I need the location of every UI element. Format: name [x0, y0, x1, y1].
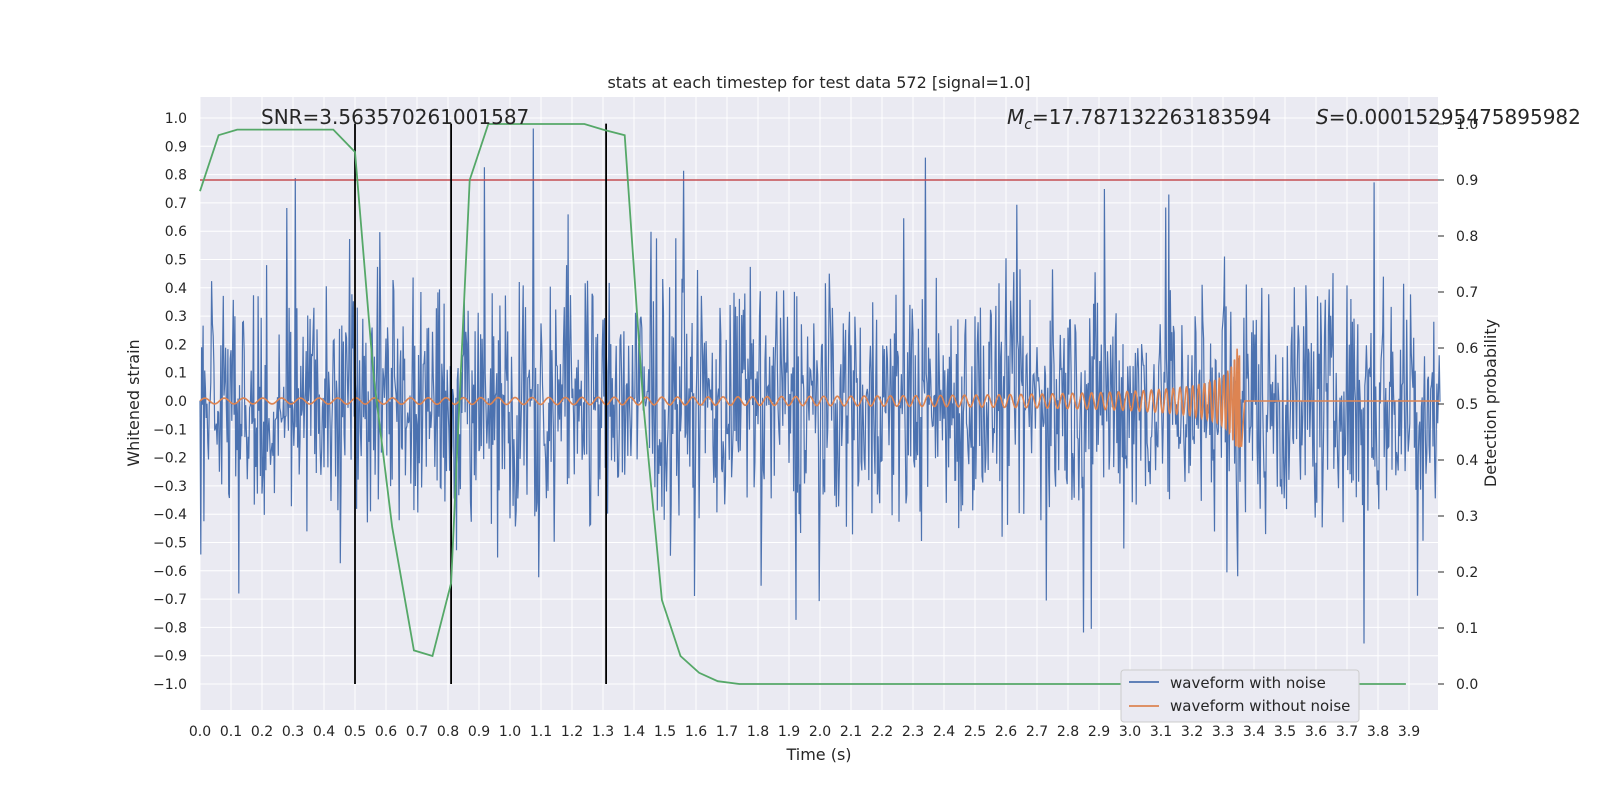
x-tick-label: 3.8: [1367, 724, 1389, 740]
x-tick-label: 2.1: [840, 724, 862, 740]
x-tick-label: 0.2: [251, 724, 273, 740]
x-tick-label: 3.3: [1212, 724, 1234, 740]
x-tick-label: 3.2: [1181, 724, 1203, 740]
x-tick-label: 1.9: [778, 724, 800, 740]
y-tick-label: 0.0: [165, 394, 187, 410]
y-right-tick-label: 0.5: [1456, 397, 1478, 413]
x-tick-label: 2.7: [1026, 724, 1048, 740]
chirp-mass-annotation: Mc=17.787132263183594: [1007, 105, 1271, 133]
x-tick-label: 2.9: [1088, 724, 1110, 740]
y-tick-label: 0.8: [165, 168, 187, 184]
x-tick-label: 3.4: [1243, 724, 1265, 740]
x-tick-labels: 0.0 0.1 0.2 0.3 0.4 0.5 0.6 0.7 0.8 0.9 1.0 1.1 1.2 1…: [189, 724, 1420, 740]
y-tick-label: 0.7: [165, 196, 187, 212]
s-annotation: S=0.00015295475895982: [1316, 105, 1581, 129]
y-tick-label: 0.6: [165, 224, 187, 240]
y-tick-label: −0.9: [153, 649, 187, 665]
y-right-tick-label: 0.6: [1456, 341, 1478, 357]
x-tick-label: 2.5: [964, 724, 986, 740]
x-tick-label: 0.5: [344, 724, 366, 740]
snr-annotation: SNR=3.563570261001587: [261, 105, 529, 129]
waveform-without-noise-line: [199, 348, 1440, 449]
x-tick-label: 3.6: [1305, 724, 1327, 740]
s-value: =0.00015295475895982: [1329, 105, 1581, 129]
x-tick-label: 1.7: [716, 724, 738, 740]
x-tick-label: 3.9: [1398, 724, 1420, 740]
x-tick-label: 1.6: [685, 724, 707, 740]
x-tick-label: 2.2: [871, 724, 893, 740]
x-tick-label: 2.6: [995, 724, 1017, 740]
y-tick-label: 0.9: [165, 139, 187, 155]
chirp-mass-symbol: M: [1007, 105, 1024, 129]
legend-label-noise: waveform with noise: [1170, 674, 1326, 692]
legend-box: [1120, 669, 1360, 723]
x-tick-label: 2.4: [933, 724, 955, 740]
y-tick-label: −0.2: [153, 451, 187, 467]
legend-label-clean: waveform without noise: [1170, 697, 1350, 715]
y-right-tick-label: 0.0: [1456, 677, 1478, 693]
y-right-tick-label: 0.2: [1456, 565, 1478, 581]
y-tick-label: 0.3: [165, 309, 187, 325]
s-symbol: S: [1316, 105, 1329, 129]
y-right-tick-label: 0.4: [1456, 453, 1478, 469]
y-tick-label: 0.2: [165, 337, 187, 353]
x-tick-label: 0.8: [437, 724, 459, 740]
x-tick-label: 1.8: [747, 724, 769, 740]
y-tick-labels: 1.0 0.9 0.8 0.7 0.6 0.5 0.4 0.3 0.2 0.1 0.0 −0.1 −0.…: [153, 111, 187, 693]
x-tick-label: 3.7: [1336, 724, 1358, 740]
x-tick-label: 2.8: [1057, 724, 1079, 740]
x-tick-label: 1.4: [623, 724, 645, 740]
y-tick-label: 0.4: [165, 281, 187, 297]
x-tick-label: 1.1: [530, 724, 552, 740]
y-right-tick-label: 0.8: [1456, 229, 1478, 245]
x-tick-label: 3.0: [1119, 724, 1141, 740]
chirp-mass-value: =17.787132263183594: [1032, 105, 1271, 129]
x-tick-label: 0.6: [375, 724, 397, 740]
y-right-tick-label: 0.9: [1456, 173, 1478, 189]
x-tick-label: 0.9: [468, 724, 490, 740]
x-tick-label: 3.5: [1274, 724, 1296, 740]
series-waveform-without-noise: [199, 348, 1440, 449]
x-tick-label: 0.1: [220, 724, 242, 740]
x-tick-label: 2.3: [902, 724, 924, 740]
x-tick-label: 3.1: [1150, 724, 1172, 740]
y-right-tick-label: 0.3: [1456, 509, 1478, 525]
chirp-mass-subscript: c: [1024, 117, 1032, 133]
y-tick-label: −0.6: [153, 564, 187, 580]
y-tick-label: −0.8: [153, 620, 187, 636]
chart-title: stats at each timestep for test data 572…: [607, 73, 1030, 92]
x-tick-label: 2.0: [809, 724, 831, 740]
x-tick-label: 0.4: [313, 724, 335, 740]
x-tick-label: 1.3: [592, 724, 614, 740]
y-axis-label: Whitened strain: [124, 339, 143, 466]
y-right-tick-label: 1.0: [1456, 117, 1478, 133]
y-tick-label: −0.1: [153, 422, 187, 438]
vertical-markers: [354, 123, 607, 684]
x-axis-label: Time (s): [785, 745, 851, 764]
legend: waveform with noise waveform without noi…: [1120, 669, 1360, 723]
y-tick-label: 1.0: [165, 111, 187, 127]
x-tick-label: 1.2: [561, 724, 583, 740]
y-tick-label: −0.3: [153, 479, 187, 495]
x-tick-label: 0.3: [282, 724, 304, 740]
y-tick-label: −0.5: [153, 536, 187, 552]
y-tick-label: −0.4: [153, 507, 187, 523]
y-tick-label: 0.1: [165, 366, 187, 382]
y-right-axis-label: Detection probability: [1481, 319, 1500, 487]
y-right-tick-labels: 1.0 0.9 0.8 0.7 0.6 0.5 0.4 0.3 0.2 0.1 0.0: [1438, 117, 1478, 693]
x-tick-label: 1.0: [499, 724, 521, 740]
x-tick-label: 1.5: [654, 724, 676, 740]
y-right-tick-label: 0.7: [1456, 285, 1478, 301]
y-right-tick-label: 0.1: [1456, 621, 1478, 637]
x-tick-label: 0.7: [406, 724, 428, 740]
y-tick-label: −0.7: [153, 592, 187, 608]
x-tick-label: 0.0: [189, 724, 211, 740]
y-tick-label: 0.5: [165, 253, 187, 269]
y-tick-label: −1.0: [153, 677, 187, 693]
